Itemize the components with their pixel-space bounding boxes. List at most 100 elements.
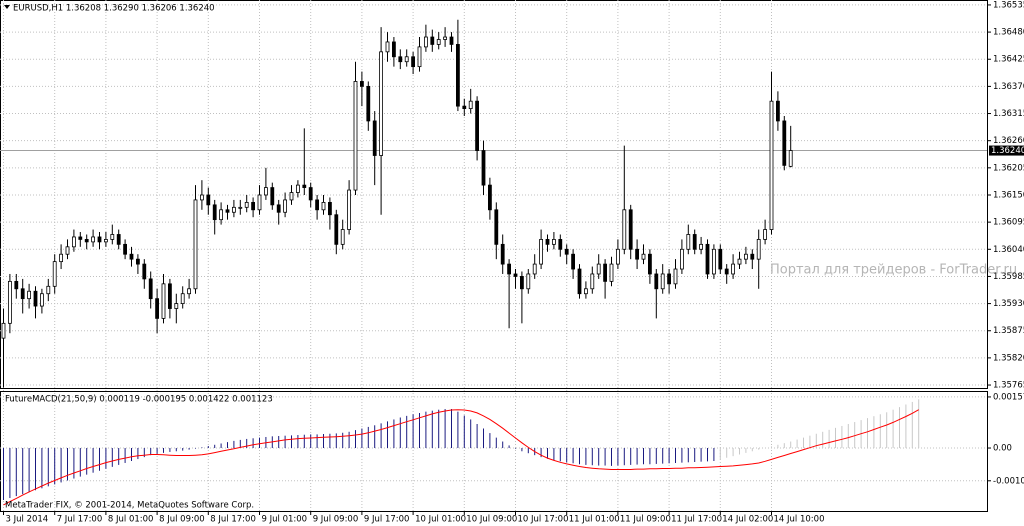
candle-body <box>142 263 147 280</box>
candle-body <box>622 209 627 250</box>
candle-body <box>584 288 588 295</box>
candle-body <box>78 236 83 240</box>
candle-body <box>91 236 95 243</box>
candle-body <box>763 229 767 240</box>
x-tick-label: 11 Jul 01:00 <box>569 515 620 525</box>
candle-body <box>20 288 25 300</box>
candle-body <box>487 184 492 211</box>
candle-body <box>680 248 684 270</box>
x-tick-label: 10 Jul 17:00 <box>518 515 569 525</box>
y-tick-label: 1.36150 <box>993 190 1024 200</box>
candle-body <box>72 236 76 248</box>
candle-body <box>411 56 416 68</box>
candle-body <box>276 204 281 213</box>
candle-body <box>244 201 249 208</box>
candle-body <box>123 243 127 255</box>
y-tick-label: 1.35930 <box>993 299 1024 309</box>
candle-body <box>283 199 288 213</box>
x-tick-label: 9 Jul 17:00 <box>364 515 410 525</box>
candle-body <box>347 189 352 230</box>
candle-body <box>104 239 108 243</box>
candle-body <box>116 234 121 245</box>
candle-body <box>46 285 51 295</box>
candle-body <box>609 263 614 282</box>
candle-body <box>353 81 358 191</box>
candle-body <box>148 278 153 300</box>
candle-body <box>302 184 307 188</box>
x-tick-label: 14 Jul 10:00 <box>774 515 825 525</box>
candle-body <box>481 150 486 186</box>
candle-body <box>135 258 140 265</box>
candle-body <box>500 243 505 265</box>
candle-body <box>391 41 396 58</box>
candle-body <box>199 194 204 201</box>
y-tick-label: 1.36040 <box>993 245 1024 255</box>
candle-body <box>257 194 262 211</box>
candle-body <box>14 280 19 290</box>
candle-body <box>468 100 473 110</box>
y-tick-label: 0.001573 <box>993 392 1024 402</box>
x-tick-label: 9 Jul 09:00 <box>313 515 359 525</box>
y-tick-label: 0.00 <box>993 444 1012 454</box>
candle-body <box>712 248 716 275</box>
candle-body <box>327 201 332 216</box>
candle-body <box>558 239 563 250</box>
x-tick-label: 10 Jul 01:00 <box>415 515 466 525</box>
candle-body <box>455 44 460 107</box>
candle-body <box>238 206 243 209</box>
candle-body <box>526 273 531 290</box>
y-tick-label: 1.36535 <box>993 0 1024 10</box>
candle-body <box>27 290 32 300</box>
candle-body <box>1 322 6 339</box>
candle-body <box>564 248 569 255</box>
candle-body <box>641 253 646 260</box>
candle-body <box>577 268 582 295</box>
candle-body <box>187 288 192 295</box>
candle-body <box>270 187 275 206</box>
signal-line <box>3 409 919 506</box>
macd-pane <box>0 391 988 512</box>
x-tick-label: 10 Jul 09:00 <box>466 515 517 525</box>
candle-body <box>110 234 115 240</box>
y-tick-label: 1.35765 <box>993 381 1024 391</box>
candle-body <box>251 201 256 211</box>
candle-body <box>219 209 224 221</box>
candle-body <box>372 120 377 156</box>
candle-body <box>692 234 697 250</box>
candle-body <box>430 36 435 45</box>
candle-body <box>423 36 428 48</box>
candle-body <box>398 56 403 63</box>
y-tick-label: 1.36205 <box>993 163 1024 173</box>
candle-body <box>225 209 230 213</box>
candle-body <box>59 253 63 263</box>
candle-body <box>206 194 211 206</box>
candle-body <box>750 253 755 260</box>
candle-body <box>782 120 787 166</box>
y-tick-label: -0.001009 <box>993 476 1024 486</box>
candle-body <box>193 199 198 290</box>
candle-body <box>776 100 780 122</box>
candle-body <box>635 248 639 260</box>
candle-body <box>7 280 12 324</box>
candle-body <box>180 293 185 304</box>
candle-body <box>379 51 384 156</box>
candle-body <box>334 214 339 245</box>
candle-body <box>660 273 665 290</box>
candle-body <box>590 273 595 290</box>
candle-body <box>769 100 774 230</box>
candle-body <box>654 273 659 290</box>
candle-body <box>404 56 409 63</box>
candle-body <box>513 273 518 277</box>
candle-body <box>699 243 703 250</box>
candle-body <box>129 253 134 260</box>
x-tick-label: 11 Jul 09:00 <box>620 515 671 525</box>
y-tick-label: 1.36315 <box>993 109 1024 119</box>
candle-body <box>705 243 710 275</box>
candle-body <box>385 41 390 53</box>
y-tick-label: 1.36095 <box>993 218 1024 228</box>
menu-arrow <box>4 5 10 9</box>
candle-body <box>552 239 556 245</box>
candle-body <box>84 239 89 243</box>
current-price-box <box>989 145 1024 156</box>
